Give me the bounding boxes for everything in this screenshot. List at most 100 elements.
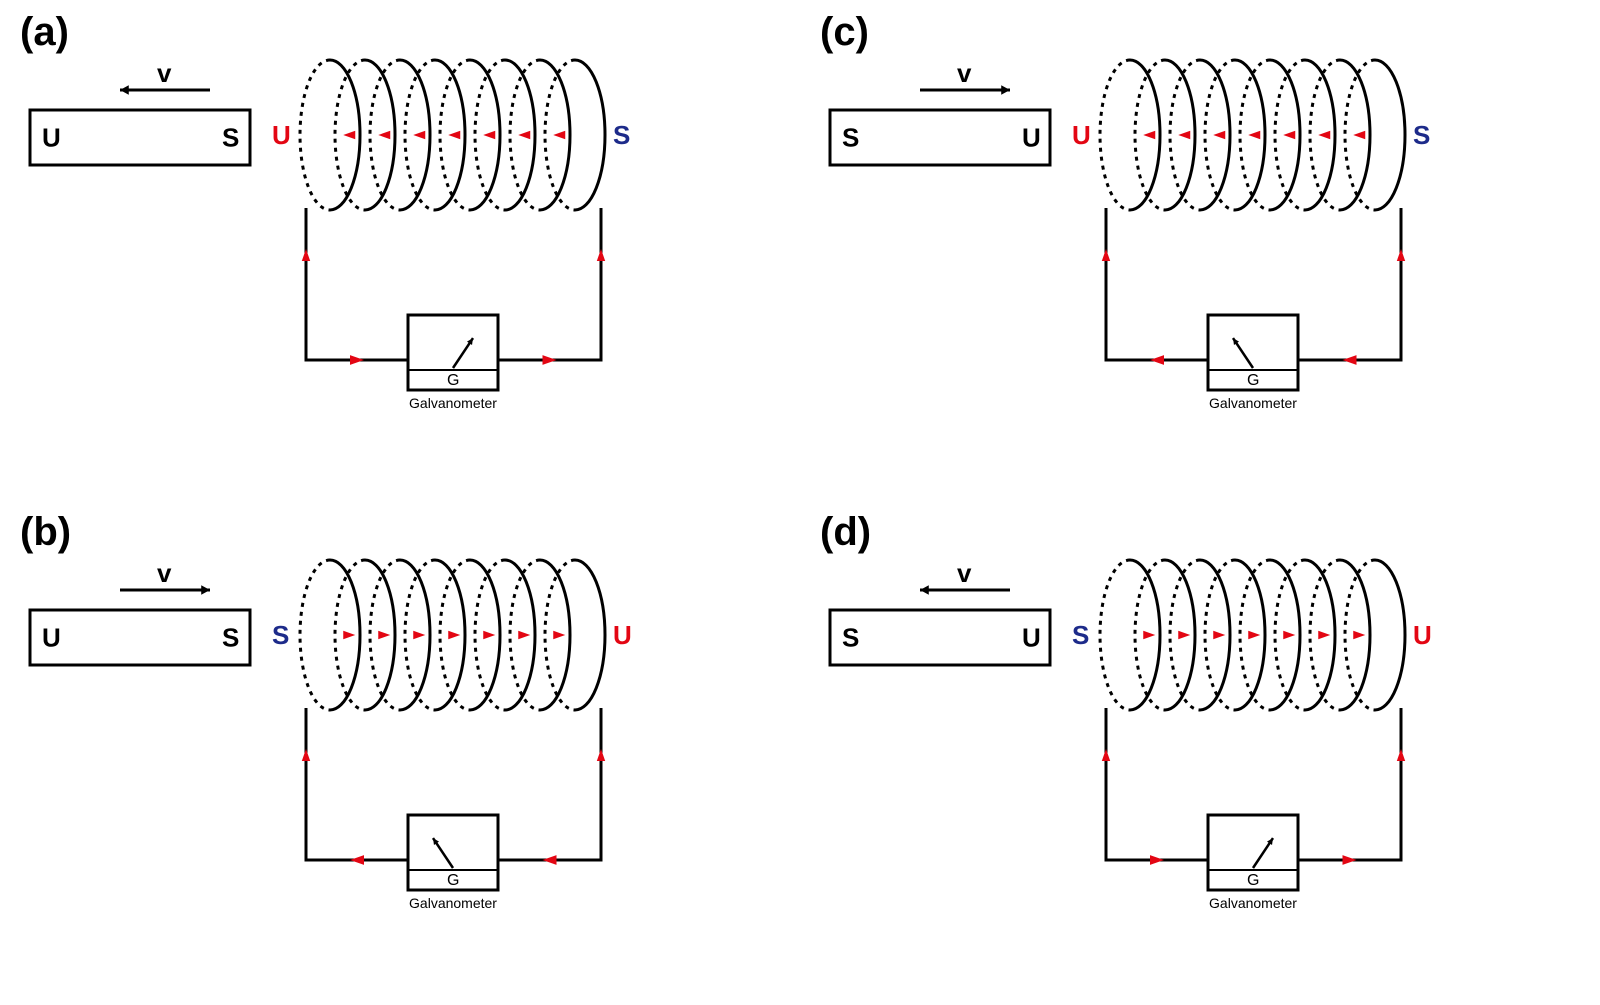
coil-loop-front (1375, 60, 1405, 210)
current-arrow (350, 855, 364, 865)
current-arrow (378, 631, 390, 639)
current-arrow (413, 131, 425, 139)
current-arrow (1353, 631, 1365, 639)
velocity-label: v (957, 558, 972, 588)
current-arrow (518, 631, 530, 639)
current-arrow (1318, 131, 1330, 139)
coil-right-pole: U (613, 620, 632, 650)
velocity-arrow-head (120, 85, 129, 95)
lead-left (306, 208, 408, 360)
current-arrow (413, 631, 425, 639)
lead-left (1106, 708, 1208, 860)
coil-right-pole: S (613, 120, 630, 150)
panel-b: (b)USvSUGGalvanometer (0, 500, 800, 1000)
current-arrow (1213, 631, 1225, 639)
panel-svg: SUvSUGGalvanometer (800, 500, 1600, 1000)
current-arrow (1397, 749, 1405, 761)
lead-right (1298, 708, 1401, 860)
panel-svg: U Sv U S G Galvanometer (0, 0, 800, 500)
magnet-right-pole: U (1022, 623, 1041, 653)
coil-loop-front (575, 60, 605, 210)
magnet-left-pole: S (842, 623, 859, 653)
coil-loop-front (575, 560, 605, 710)
coil-loop-back (1100, 560, 1130, 710)
galvanometer-letter: G (447, 372, 459, 389)
current-arrow (597, 749, 605, 761)
lead-left (306, 708, 408, 860)
current-arrow (1343, 355, 1357, 365)
magnet-right-pole: U (1022, 123, 1041, 153)
current-arrow (1150, 355, 1164, 365)
current-arrow (1283, 631, 1295, 639)
panel-d: (d)SUvSUGGalvanometer (800, 500, 1600, 1000)
galvanometer-label: Galvanometer (409, 395, 497, 411)
magnet-left-pole: S (842, 123, 859, 153)
panel-label: (c) (820, 10, 869, 55)
magnet-left-pole: U (42, 123, 61, 153)
current-arrow (1318, 631, 1330, 639)
velocity-arrow-head (201, 585, 210, 595)
coil-left-pole: U (1072, 120, 1091, 150)
velocity-arrow-head (920, 585, 929, 595)
current-arrow (1143, 131, 1155, 139)
magnet-bar (830, 110, 1050, 165)
magnet-right-pole: S (222, 623, 239, 653)
velocity-label: v (157, 558, 172, 588)
current-arrow (1343, 855, 1357, 865)
current-arrow (553, 631, 565, 639)
panel-svg: S Uv U S G Galvanometer (800, 0, 1600, 500)
velocity-label: v (157, 58, 172, 88)
current-arrow (302, 249, 310, 261)
current-arrow (483, 631, 495, 639)
velocity-label: v (957, 58, 972, 88)
panel-label: (d) (820, 510, 871, 555)
lead-right (1298, 208, 1401, 360)
current-arrow (1353, 131, 1365, 139)
panel-svg: USvSUGGalvanometer (0, 500, 800, 1000)
current-arrow (378, 131, 390, 139)
lead-left (1106, 208, 1208, 360)
panel-c: (c) S Uv U S G Galvanometer (800, 0, 1600, 500)
current-arrow (1102, 749, 1110, 761)
current-arrow (1283, 131, 1295, 139)
current-arrow (543, 855, 557, 865)
coil-left-pole: U (272, 120, 291, 150)
current-arrow (1178, 131, 1190, 139)
current-arrow (518, 131, 530, 139)
panel-a: (a) U Sv U S G Galvanometer (0, 0, 800, 500)
coil-right-pole: U (1413, 620, 1432, 650)
panel-label: (b) (20, 510, 71, 555)
current-arrow (1150, 855, 1164, 865)
galvanometer-label: Galvanometer (1209, 395, 1297, 411)
current-arrow (1248, 631, 1260, 639)
current-arrow (1213, 131, 1225, 139)
coil-right-pole: S (1413, 120, 1430, 150)
current-arrow (343, 631, 355, 639)
galvanometer-letter: G (1247, 372, 1259, 389)
galvanometer-letter: G (1247, 872, 1259, 889)
galvanometer-label: Galvanometer (409, 895, 497, 911)
current-arrow (543, 355, 557, 365)
panel-label: (a) (20, 10, 69, 55)
magnet-left-pole: U (42, 623, 61, 653)
current-arrow (343, 131, 355, 139)
current-arrow (448, 631, 460, 639)
magnet-bar (30, 610, 250, 665)
current-arrow (1102, 249, 1110, 261)
magnet-right-pole: S (222, 123, 239, 153)
current-arrow (1178, 631, 1190, 639)
current-arrow (553, 131, 565, 139)
coil-loop-back (300, 60, 330, 210)
current-arrow (1397, 249, 1405, 261)
velocity-arrow-head (1001, 85, 1010, 95)
current-arrow (597, 249, 605, 261)
current-arrow (448, 131, 460, 139)
lead-right (498, 708, 601, 860)
current-arrow (350, 355, 364, 365)
current-arrow (302, 749, 310, 761)
coil-loop-back (300, 560, 330, 710)
coil-left-pole: S (1072, 620, 1089, 650)
coil-loop-front (1375, 560, 1405, 710)
current-arrow (1248, 131, 1260, 139)
current-arrow (1143, 631, 1155, 639)
